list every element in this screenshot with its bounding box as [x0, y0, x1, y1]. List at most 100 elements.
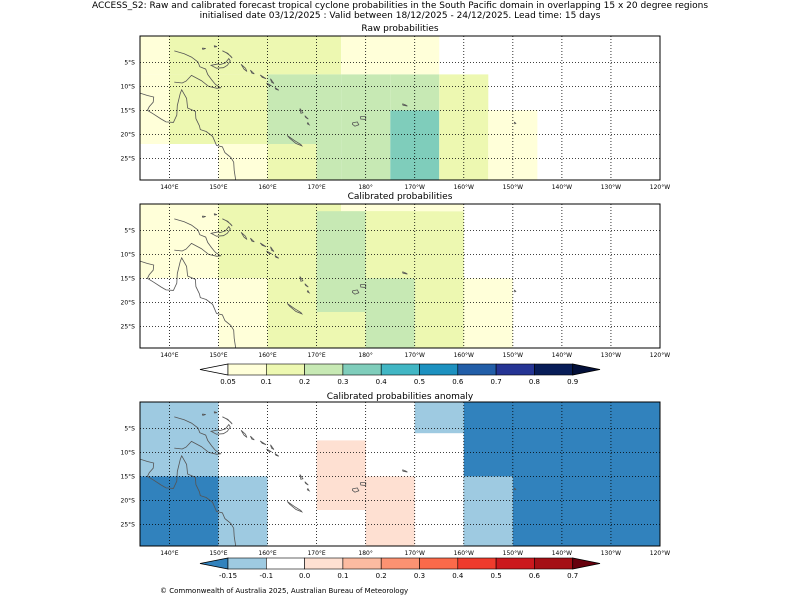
map-frame	[139, 35, 661, 181]
coastline	[240, 64, 248, 72]
colorbar-label: 0.2	[299, 378, 310, 386]
lat-label: 20°S	[121, 497, 136, 504]
coastline	[513, 121, 517, 125]
coastline	[250, 435, 255, 441]
lon-label: 160°W	[454, 352, 474, 359]
coastline	[140, 454, 237, 546]
coastline	[306, 488, 311, 492]
lat-label: 10°S	[121, 449, 136, 456]
coastline	[359, 116, 367, 120]
coastline	[222, 218, 233, 227]
lon-label: 120°W	[650, 550, 670, 557]
colorbar-segment	[265, 363, 305, 376]
coastline	[259, 440, 267, 446]
probability-cell	[463, 278, 513, 348]
probability-cell	[218, 278, 268, 348]
lon-label: 170°W	[405, 184, 425, 191]
coastline	[201, 47, 206, 50]
lon-label: 120°W	[650, 184, 670, 191]
coastline	[306, 122, 311, 126]
colorbar-label: 0.6	[452, 378, 464, 386]
colorbar-segment	[419, 557, 459, 570]
lat-label: 25°S	[121, 323, 136, 330]
colorbar-label: 0.7	[491, 378, 502, 386]
figure-title-line2: initialised date 03/12/2025 : Valid betw…	[199, 11, 601, 21]
lon-label: 180°	[358, 550, 372, 557]
lon-label: 140°W	[552, 550, 572, 557]
probability-cell	[267, 144, 317, 180]
lon-label: 130°W	[601, 352, 621, 359]
coastline	[359, 482, 367, 486]
colorbar-label: 0.1	[261, 378, 272, 386]
lon-label: 130°W	[601, 550, 621, 557]
colorbar-label: 0.5	[414, 378, 425, 386]
colorbar-label: -0.1	[259, 572, 273, 580]
probability-cell	[267, 278, 317, 348]
coastline	[352, 487, 360, 493]
colorbar-over-arrow	[572, 557, 601, 570]
colorbar-segment	[495, 363, 535, 376]
coastline	[402, 271, 408, 275]
lon-label: 150°W	[503, 352, 523, 359]
colorbar-segment	[304, 363, 344, 376]
coastline	[213, 213, 218, 216]
coastline	[222, 416, 233, 425]
probability-cell	[365, 476, 415, 546]
lon-label: 140°W	[552, 352, 572, 359]
colorbar-segment	[534, 557, 574, 570]
probability-cell	[414, 204, 464, 212]
colorbar-segment	[227, 363, 267, 376]
lon-label: 150°E	[209, 184, 227, 191]
colorbar-segment	[534, 363, 574, 376]
coastline	[174, 50, 222, 89]
probability-cell	[365, 278, 415, 348]
coastline	[259, 242, 267, 248]
coastline	[274, 453, 280, 457]
coastline	[240, 232, 248, 240]
lon-label: 160°E	[258, 352, 276, 359]
probability-cell	[341, 36, 440, 75]
colorbar-segment	[342, 363, 382, 376]
colorbar-label: 0.05	[220, 378, 236, 386]
probability-cell	[365, 211, 415, 279]
coastline	[286, 501, 304, 513]
probability-cell	[414, 211, 464, 279]
lat-label: 20°S	[121, 131, 136, 138]
coastline	[513, 289, 517, 293]
lat-label: 5°S	[124, 59, 135, 66]
coastline	[209, 423, 231, 435]
colorbar-segment	[227, 557, 267, 570]
panel-title-calibrated: Calibrated probabilities	[347, 192, 453, 202]
lat-label: 25°S	[121, 155, 136, 162]
colorbar-segment	[380, 557, 420, 570]
colorbar-under-arrow	[199, 557, 229, 570]
coastline	[513, 487, 517, 491]
colorbar-segment	[457, 557, 497, 570]
lat-label: 15°S	[121, 473, 136, 480]
probability-cell	[140, 278, 219, 348]
lon-label: 170°W	[405, 352, 425, 359]
lon-label: 180°	[358, 352, 372, 359]
lon-label: 170°E	[307, 184, 325, 191]
probability-cell	[316, 440, 366, 510]
probability-cell	[414, 278, 464, 348]
colorbar-segment	[304, 557, 344, 570]
colorbar-label: 0.4	[452, 572, 464, 580]
colorbar-label: 0.9	[567, 378, 578, 386]
coastline	[299, 474, 304, 480]
coastline	[270, 444, 275, 450]
coastline	[250, 237, 255, 243]
map-frame	[139, 401, 661, 547]
lon-label: 140°W	[552, 184, 572, 191]
lat-label: 10°S	[121, 251, 136, 258]
colorbar-probability: 0.05 0.1 0.2 0.3 0.4 0.5 0.6 0.7 0.8 0.9	[199, 363, 601, 386]
probability-cell	[218, 144, 268, 180]
coastline	[304, 283, 309, 288]
probability-cell	[169, 36, 342, 75]
coastline	[201, 413, 206, 416]
coastline	[213, 45, 218, 48]
lon-label: 150°W	[503, 550, 523, 557]
coastline	[174, 416, 222, 455]
lon-label: 140°E	[160, 184, 178, 191]
